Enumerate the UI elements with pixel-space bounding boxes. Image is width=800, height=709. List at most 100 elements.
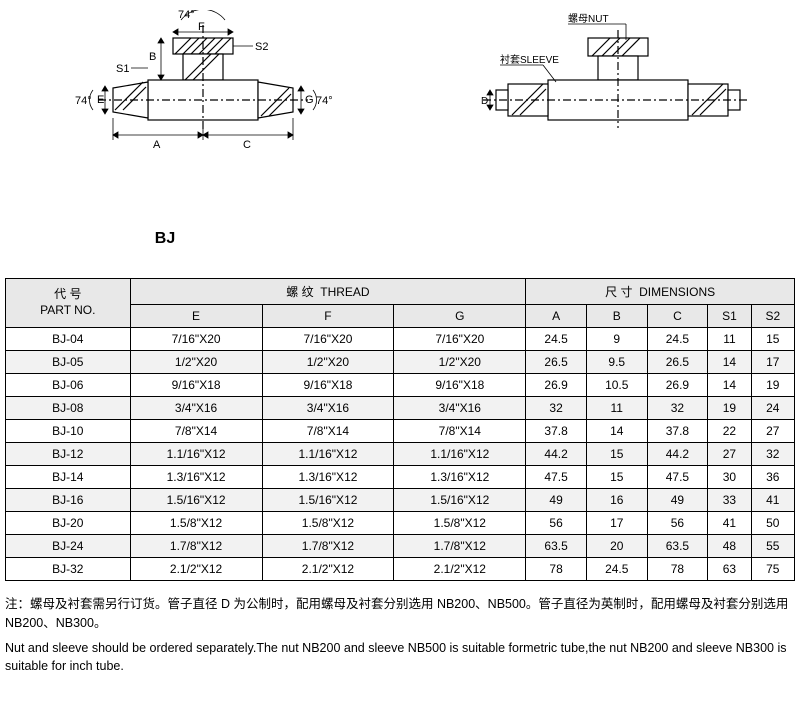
cell-S1: 48 <box>708 535 751 558</box>
label-nut-en: NUT <box>588 14 609 25</box>
cell-B: 15 <box>586 466 647 489</box>
cell-S2: 32 <box>751 443 794 466</box>
cell-A: 24.5 <box>526 328 587 351</box>
table-row: BJ-083/4"X163/4"X163/4"X163211321924 <box>6 397 795 420</box>
label-sleeve-en: SLEEVE <box>520 55 559 66</box>
table-row: BJ-161.5/16"X121.5/16"X121.5/16"X1249164… <box>6 489 795 512</box>
cell-G: 7/8"X14 <box>394 420 526 443</box>
cell-A: 78 <box>526 558 587 581</box>
cell-F: 1.3/16"X12 <box>262 466 394 489</box>
cell-E: 1.1/16"X12 <box>130 443 262 466</box>
cell-part: BJ-16 <box>6 489 131 512</box>
drawing-left: 74° F B S2 S1 74° E G 74° A C <box>53 10 353 200</box>
cell-B: 11 <box>586 397 647 420</box>
label-C: C <box>243 139 251 151</box>
note-cn: 注：螺母及衬套需另行订货。管子直径 D 为公制时，配用螺母及衬套分别选用 NB2… <box>5 595 795 633</box>
cell-S1: 19 <box>708 397 751 420</box>
label-D: D <box>481 96 488 107</box>
label-B: B <box>149 51 156 63</box>
cell-S1: 33 <box>708 489 751 512</box>
notes-block: 注：螺母及衬套需另行订货。管子直径 D 为公制时，配用螺母及衬套分别选用 NB2… <box>5 595 795 676</box>
cell-S2: 17 <box>751 351 794 374</box>
cell-B: 17 <box>586 512 647 535</box>
hdr-thread: 螺 纹 THREAD <box>130 279 526 305</box>
cell-C: 32 <box>647 397 708 420</box>
label-A: A <box>153 139 161 151</box>
table-row: BJ-121.1/16"X121.1/16"X121.1/16"X1244.21… <box>6 443 795 466</box>
cell-C: 63.5 <box>647 535 708 558</box>
cell-F: 2.1/2"X12 <box>262 558 394 581</box>
hdr-col-C: C <box>647 305 708 328</box>
cell-S1: 63 <box>708 558 751 581</box>
cell-F: 3/4"X16 <box>262 397 394 420</box>
cell-S1: 41 <box>708 512 751 535</box>
cell-part: BJ-06 <box>6 374 131 397</box>
cell-A: 37.8 <box>526 420 587 443</box>
cell-E: 1.3/16"X12 <box>130 466 262 489</box>
cell-B: 15 <box>586 443 647 466</box>
hdr-col-F: F <box>262 305 394 328</box>
cell-A: 56 <box>526 512 587 535</box>
label-nut-cn: 螺母 <box>568 13 588 25</box>
cell-S2: 24 <box>751 397 794 420</box>
svg-text:衬套SLEEVE: 衬套SLEEVE <box>500 53 559 66</box>
cell-G: 1.7/8"X12 <box>394 535 526 558</box>
cell-B: 24.5 <box>586 558 647 581</box>
note-en: Nut and sleeve should be ordered separat… <box>5 639 795 677</box>
cell-part: BJ-08 <box>6 397 131 420</box>
cell-S2: 50 <box>751 512 794 535</box>
hdr-col-A: A <box>526 305 587 328</box>
cell-B: 10.5 <box>586 374 647 397</box>
cell-E: 1/2"X20 <box>130 351 262 374</box>
cell-G: 1.3/16"X12 <box>394 466 526 489</box>
label-angle-top: 74° <box>178 10 195 21</box>
drawing-right: D 螺母NUT 衬套SLEEVE <box>448 10 748 200</box>
hdr-col-E: E <box>130 305 262 328</box>
cell-part: BJ-12 <box>6 443 131 466</box>
cell-S1: 14 <box>708 374 751 397</box>
cell-G: 1/2"X20 <box>394 351 526 374</box>
table-row: BJ-047/16"X207/16"X207/16"X2024.5924.511… <box>6 328 795 351</box>
cell-B: 9 <box>586 328 647 351</box>
table-row: BJ-241.7/8"X121.7/8"X121.7/8"X1263.52063… <box>6 535 795 558</box>
cell-C: 78 <box>647 558 708 581</box>
table-row: BJ-201.5/8"X121.5/8"X121.5/8"X1256175641… <box>6 512 795 535</box>
cell-C: 26.5 <box>647 351 708 374</box>
cell-F: 9/16"X18 <box>262 374 394 397</box>
cell-F: 7/16"X20 <box>262 328 394 351</box>
cell-S2: 75 <box>751 558 794 581</box>
cell-S1: 30 <box>708 466 751 489</box>
cell-A: 44.2 <box>526 443 587 466</box>
table-row: BJ-107/8"X147/8"X147/8"X1437.81437.82227 <box>6 420 795 443</box>
cell-S2: 15 <box>751 328 794 351</box>
label-S1: S1 <box>116 63 129 75</box>
label-S2: S2 <box>255 41 268 53</box>
cell-S2: 36 <box>751 466 794 489</box>
cell-S2: 41 <box>751 489 794 512</box>
cell-A: 26.5 <box>526 351 587 374</box>
cell-B: 9.5 <box>586 351 647 374</box>
cell-C: 47.5 <box>647 466 708 489</box>
cell-part: BJ-04 <box>6 328 131 351</box>
cell-S2: 27 <box>751 420 794 443</box>
cell-C: 49 <box>647 489 708 512</box>
cell-C: 56 <box>647 512 708 535</box>
hdr-col-S2: S2 <box>751 305 794 328</box>
cell-G: 3/4"X16 <box>394 397 526 420</box>
table-row: BJ-322.1/2"X122.1/2"X122.1/2"X127824.578… <box>6 558 795 581</box>
cell-F: 7/8"X14 <box>262 420 394 443</box>
cell-E: 1.5/8"X12 <box>130 512 262 535</box>
cell-S2: 19 <box>751 374 794 397</box>
cell-A: 49 <box>526 489 587 512</box>
cell-part: BJ-32 <box>6 558 131 581</box>
label-E: E <box>97 94 104 106</box>
cell-C: 37.8 <box>647 420 708 443</box>
table-row: BJ-141.3/16"X121.3/16"X121.3/16"X1247.51… <box>6 466 795 489</box>
label-G: G <box>305 94 314 106</box>
cell-S1: 22 <box>708 420 751 443</box>
hdr-dimensions: 尺 寸 DIMENSIONS <box>526 279 795 305</box>
label-angle-right: 74° <box>316 95 333 107</box>
cell-G: 1.5/16"X12 <box>394 489 526 512</box>
cell-E: 9/16"X18 <box>130 374 262 397</box>
cell-S1: 14 <box>708 351 751 374</box>
